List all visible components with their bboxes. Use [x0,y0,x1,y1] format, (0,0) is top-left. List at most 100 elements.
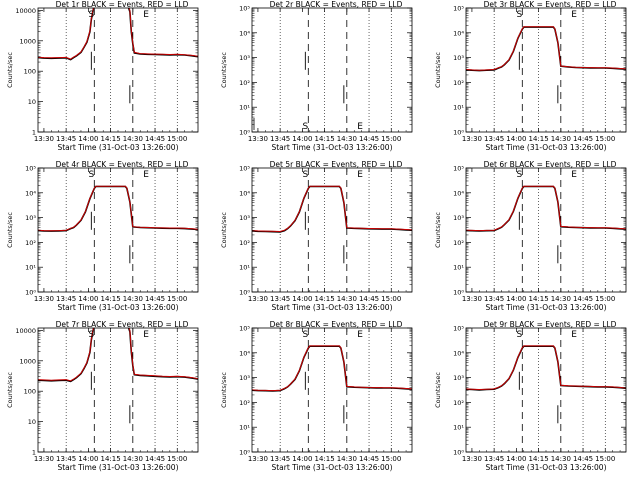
y-tick-label: 10³ [453,214,464,222]
x-tick-label: 13:30 [462,455,482,463]
x-tick-label: 14:45 [145,455,165,463]
y-tick-label: 10¹ [453,264,464,272]
x-tick-label: 13:30 [248,295,268,303]
y-tick-label: 10⁴ [239,189,250,197]
x-tick-label: 14:45 [359,295,379,303]
x-tick-label: 13:45 [270,295,290,303]
y-tick-label: 10¹ [239,264,250,272]
x-tick-label: 13:30 [462,295,482,303]
panel-title: Det 6r BLACK = Events, RED = LLD [484,160,617,169]
events-line [466,185,626,232]
lld-line [38,185,198,232]
x-tick-label: 15:00 [381,135,401,143]
y-tick-label: 10000 [15,7,36,15]
x-tick-label: 13:45 [484,135,504,143]
y-tick-label: 10⁰ [239,289,250,297]
x-tick-label: 14:30 [337,295,357,303]
y-tick-label: 10² [25,239,36,247]
x-tick-label: 13:30 [248,135,268,143]
x-tick-label: 13:45 [270,455,290,463]
y-tick-label: 10⁴ [453,189,464,197]
marker-letter: E [571,330,577,340]
events-line [466,26,626,72]
x-tick-label: 14:30 [337,455,357,463]
x-tick-label: 13:30 [462,135,482,143]
y-tick-label: 10⁵ [453,5,464,13]
y-tick-label: 10¹ [453,424,464,432]
x-tick-label: 14:30 [123,455,143,463]
marker-letter: S [88,10,94,20]
marker-letter: S [88,330,94,340]
x-axis-label: Start Time (31-Oct-03 13:26:00) [57,303,178,312]
panel-title: Det 3r BLACK = Events, RED = LLD [484,0,617,9]
panel-title: Det 5r BLACK = Events, RED = LLD [270,160,403,169]
x-tick-label: 15:00 [167,455,187,463]
marker-letter: S [516,170,522,180]
x-tick-label: 13:30 [34,455,54,463]
lld-line [38,8,198,60]
x-tick-label: 14:00 [78,455,98,463]
x-tick-label: 14:00 [292,135,312,143]
x-axis-label: Start Time (31-Oct-03 13:26:00) [485,463,606,472]
x-tick-label: 14:00 [506,455,526,463]
x-tick-label: 14:15 [314,135,334,143]
x-tick-label: 14:00 [506,135,526,143]
y-axis-label: Counts/sec [220,52,228,88]
x-tick-label: 14:15 [314,295,334,303]
y-tick-label: 1 [32,449,36,457]
y-tick-label: 10⁴ [453,29,464,37]
y-tick-label: 1000 [19,37,36,45]
marker-letter: S [302,122,308,132]
y-tick-label: 10⁰ [453,129,464,137]
lld-line [466,345,626,391]
x-tick-label: 14:45 [573,135,593,143]
marker-letter: E [357,330,363,340]
x-tick-label: 15:00 [381,295,401,303]
lld-line [252,345,412,392]
x-tick-label: 13:45 [484,295,504,303]
y-axis-label: Counts/sec [434,212,442,248]
events-line [38,328,198,383]
x-tick-label: 14:45 [145,295,165,303]
x-axis-label: Start Time (31-Oct-03 13:26:00) [57,143,178,152]
x-tick-label: 14:00 [506,295,526,303]
x-tick-label: 15:00 [595,295,615,303]
x-tick-label: 14:15 [314,455,334,463]
x-tick-label: 14:30 [123,135,143,143]
x-tick-label: 15:00 [167,135,187,143]
panel-title: Det 4r BLACK = Events, RED = LLD [56,160,189,169]
x-tick-label: 14:45 [145,135,165,143]
x-tick-label: 14:30 [551,295,571,303]
plot-frame [37,7,199,133]
panel-title: Det 2r BLACK = Events, RED = LLD [270,0,403,9]
x-axis-label: Start Time (31-Oct-03 13:26:00) [485,303,606,312]
y-tick-label: 10⁵ [453,325,464,333]
x-axis-label: Start Time (31-Oct-03 13:26:00) [485,143,606,152]
y-tick-label: 10⁵ [453,165,464,173]
events-line [38,185,198,232]
lld-line [252,185,412,233]
y-tick-label: 10⁴ [453,349,464,357]
marker-letter: E [571,10,577,20]
x-tick-label: 14:15 [100,455,120,463]
y-axis-label: Counts/sec [6,52,14,88]
x-tick-label: 13:45 [56,135,76,143]
x-tick-label: 15:00 [167,295,187,303]
marker-letter: S [88,170,94,180]
y-tick-label: 10³ [453,374,464,382]
y-axis-label: Counts/sec [6,212,14,248]
x-tick-label: 15:00 [381,455,401,463]
y-tick-label: 10⁵ [239,325,250,333]
x-axis-label: Start Time (31-Oct-03 13:26:00) [57,463,178,472]
panel-title: Det 9r BLACK = Events, RED = LLD [484,320,617,329]
x-tick-label: 13:30 [34,135,54,143]
y-tick-label: 10³ [453,54,464,62]
x-tick-label: 14:15 [528,135,548,143]
y-tick-label: 10² [239,399,250,407]
panel-title: Det 7r BLACK = Events, RED = LLD [56,320,189,329]
y-tick-label: 10¹ [239,424,250,432]
plot-frame [251,7,413,133]
y-tick-label: 10⁰ [453,289,464,297]
